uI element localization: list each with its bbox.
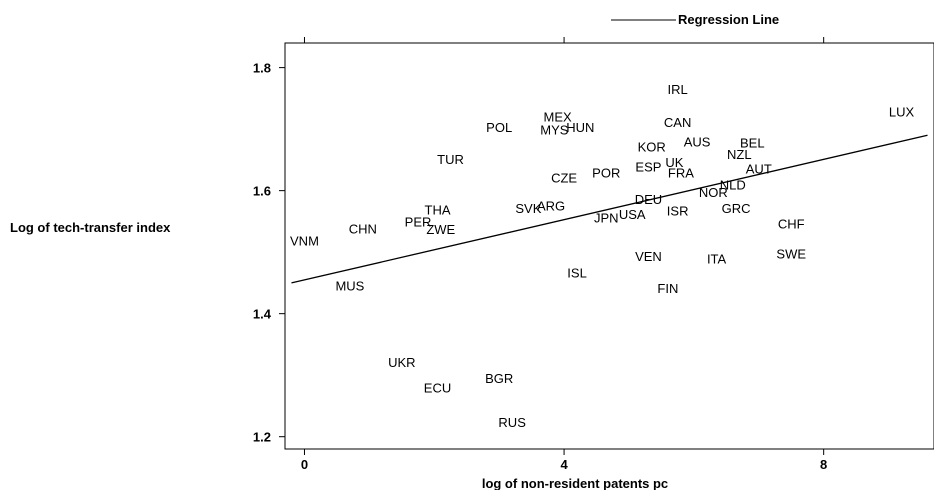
x-tick-label: 0 bbox=[301, 457, 308, 472]
point-label-lux: LUX bbox=[889, 105, 915, 120]
point-label-ven: VEN bbox=[635, 249, 662, 264]
point-label-swe: SWE bbox=[776, 247, 806, 262]
axis-ticks: 0 4 8 1.2 1.4 1.6 1.8 bbox=[253, 37, 827, 472]
point-label-bgr: BGR bbox=[485, 371, 513, 386]
legend-entry-regression-line: Regression Line bbox=[678, 12, 779, 27]
point-label-nld: NLD bbox=[720, 178, 746, 193]
point-label-irl: IRL bbox=[668, 82, 688, 97]
point-label-kor: KOR bbox=[638, 140, 666, 155]
point-label-grc: GRC bbox=[722, 201, 751, 216]
x-tick-label: 8 bbox=[820, 457, 827, 472]
point-label-cze: CZE bbox=[551, 170, 577, 185]
point-label-mus: MUS bbox=[335, 279, 364, 294]
point-label-pol: POL bbox=[486, 120, 512, 135]
point-label-mys: MYS bbox=[540, 122, 569, 137]
point-label-tha: THA bbox=[425, 202, 451, 217]
point-label-can: CAN bbox=[664, 115, 691, 130]
y-axis-title: Log of tech-transfer index bbox=[10, 220, 171, 235]
x-axis-title: log of non-resident patents pc bbox=[482, 476, 668, 490]
point-label-vnm: VNM bbox=[290, 234, 319, 249]
point-label-ecu: ECU bbox=[424, 381, 451, 396]
point-label-fin: FIN bbox=[657, 281, 678, 296]
point-label-zwe: ZWE bbox=[426, 222, 455, 237]
y-tick-label: 1.8 bbox=[253, 61, 271, 76]
legend: Regression Line bbox=[611, 12, 779, 27]
point-label-hun: HUN bbox=[566, 120, 594, 135]
point-label-fra: FRA bbox=[668, 165, 694, 180]
point-label-isl: ISL bbox=[567, 266, 587, 281]
point-label-jpn: JPN bbox=[594, 210, 619, 225]
point-label-deu: DEU bbox=[635, 192, 662, 207]
y-tick-label: 1.4 bbox=[253, 307, 272, 322]
regression-line bbox=[291, 135, 927, 283]
x-tick-label: 4 bbox=[560, 457, 568, 472]
point-label-ita: ITA bbox=[707, 252, 727, 267]
data-points: VNMCHNMUSPERTHAZWETURUKRECUBGRRUSPOLMEXM… bbox=[290, 82, 914, 430]
point-label-aus: AUS bbox=[684, 135, 711, 150]
point-label-rus: RUS bbox=[498, 415, 526, 430]
point-label-isr: ISR bbox=[667, 204, 689, 219]
regression-line-group bbox=[291, 135, 927, 283]
point-label-arg: ARG bbox=[537, 199, 565, 214]
point-label-ukr: UKR bbox=[388, 355, 415, 370]
y-tick-label: 1.6 bbox=[253, 184, 271, 199]
y-tick-label: 1.2 bbox=[253, 430, 271, 445]
point-label-chf: CHF bbox=[778, 216, 805, 231]
point-label-nzl: NZL bbox=[727, 147, 752, 162]
point-label-esp: ESP bbox=[635, 159, 661, 174]
plot-frame bbox=[285, 43, 934, 449]
point-label-chn: CHN bbox=[349, 221, 377, 236]
point-label-tur: TUR bbox=[437, 152, 464, 167]
point-label-usa: USA bbox=[619, 207, 646, 222]
point-label-aut: AUT bbox=[746, 162, 772, 177]
point-label-por: POR bbox=[592, 165, 620, 180]
